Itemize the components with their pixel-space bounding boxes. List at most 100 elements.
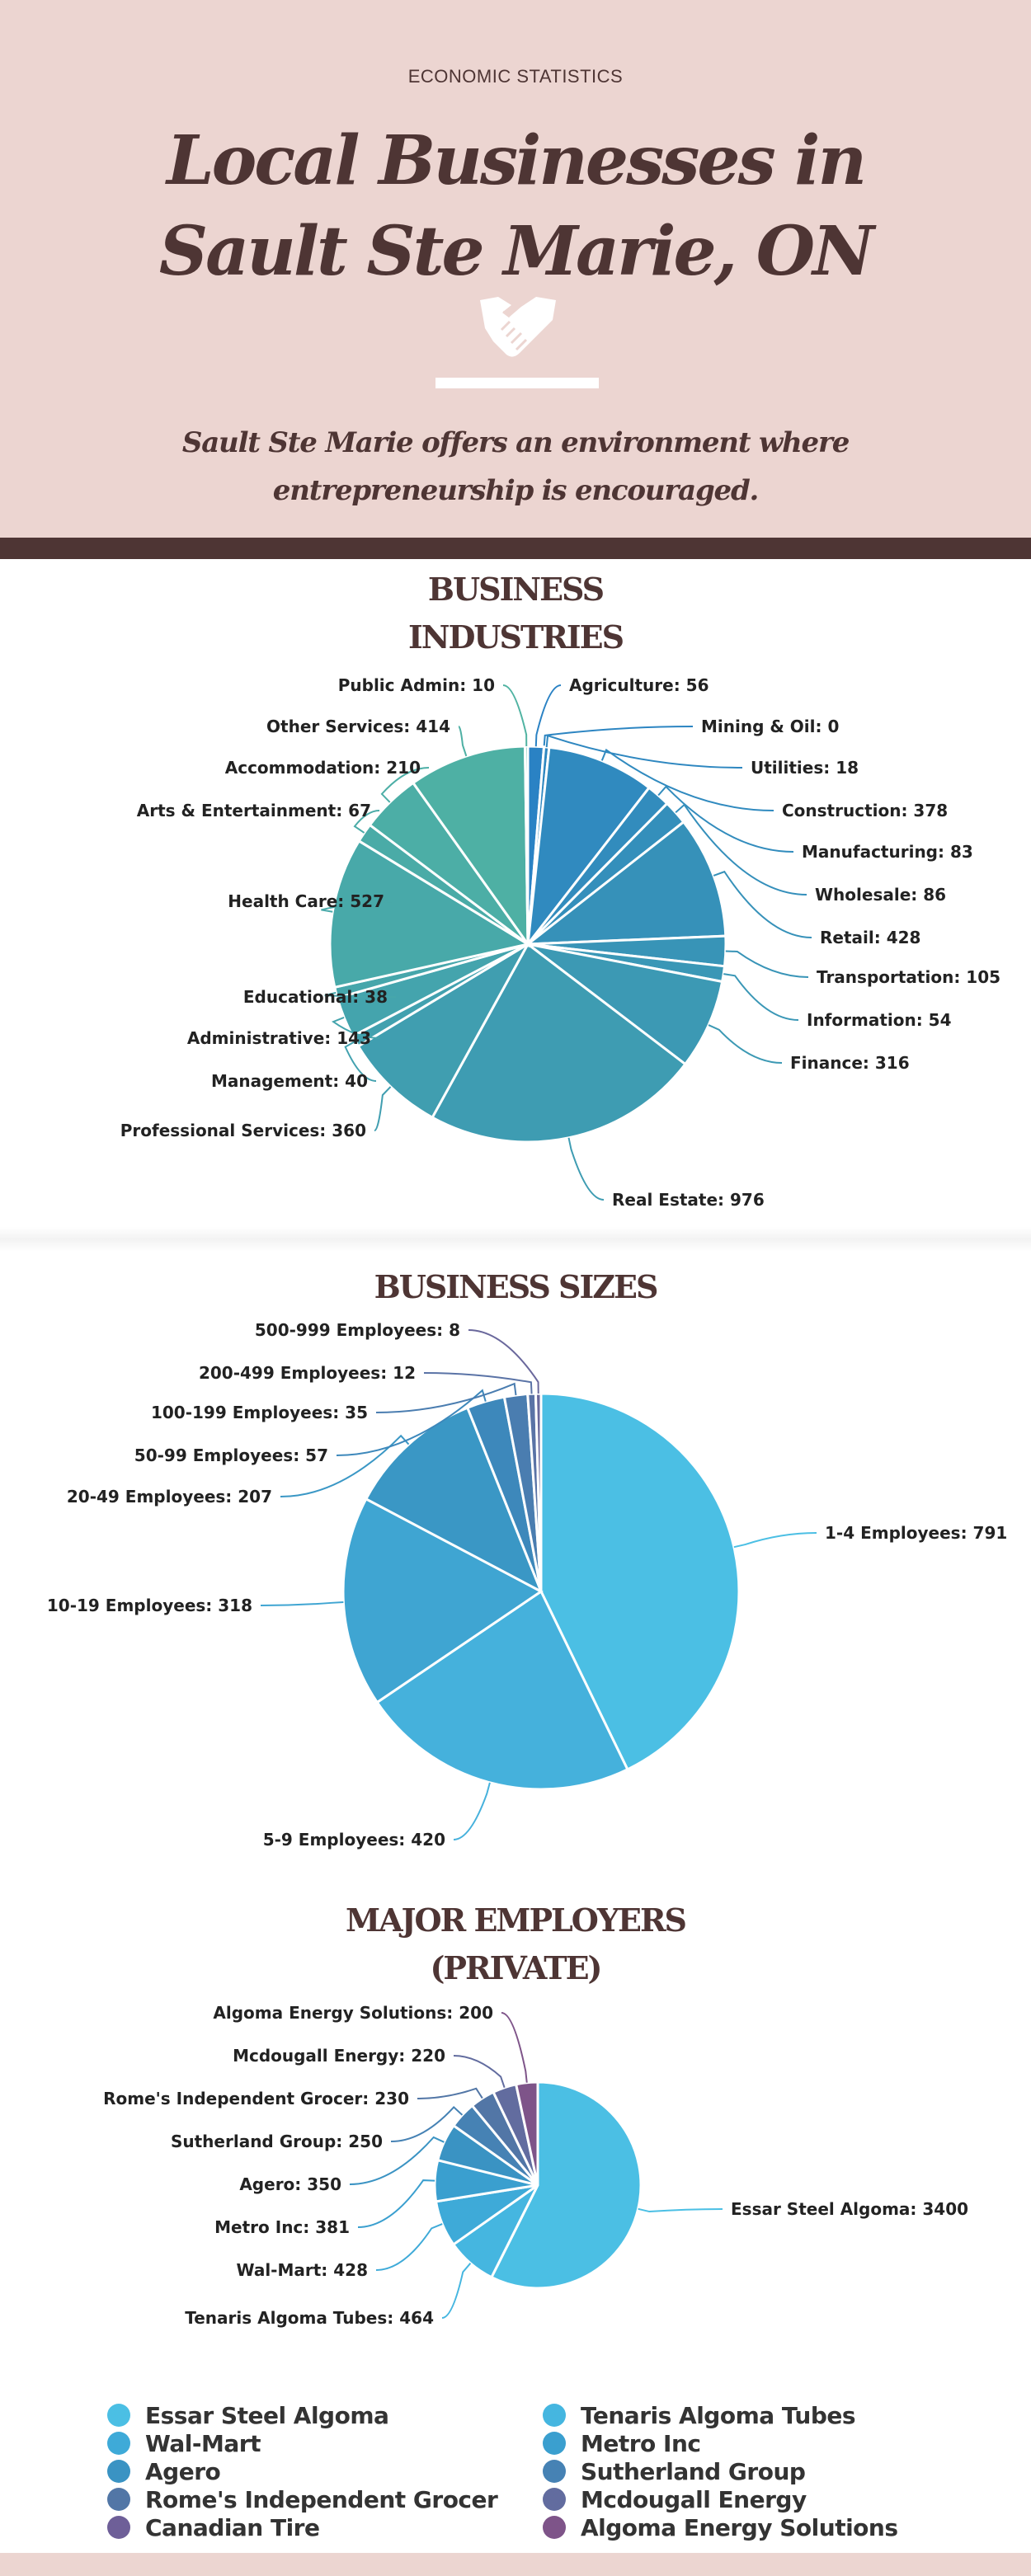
- leader-line: [713, 870, 812, 938]
- data-label-agero: Agero: 350: [239, 2174, 341, 2194]
- pie-slice-retail[interactable]: [524, 820, 727, 946]
- data-label-professional-services: Professional Services: 360: [120, 1121, 366, 1140]
- legend-item-rome-s-independent-grocer[interactable]: Rome's Independent Grocer: [107, 2485, 498, 2513]
- pie-slice-essar-steel-algoma[interactable]: [489, 2080, 643, 2290]
- legend-dot-icon: [543, 2460, 566, 2483]
- legend-item-mcdougall-energy[interactable]: Mcdougall Energy: [543, 2485, 807, 2513]
- pie-slice-other-services[interactable]: [411, 745, 530, 948]
- legend-label: Wal-Mart: [145, 2429, 261, 2457]
- legend-item-tenaris-algoma-tubes[interactable]: Tenaris Algoma Tubes: [543, 2401, 856, 2429]
- legend-item-algoma-energy-solutions[interactable]: Algoma Energy Solutions: [543, 2513, 898, 2541]
- leader-line: [600, 748, 774, 811]
- industries-title-line1: BUSINESS: [427, 571, 605, 608]
- legend-dot-icon: [107, 2432, 130, 2455]
- leader-line: [353, 810, 380, 834]
- page-title-line2: Sault Ste Marie, ON: [158, 212, 874, 291]
- legend-dot-icon: [543, 2432, 566, 2455]
- leader-line: [390, 2105, 464, 2142]
- pie-slice-health-care[interactable]: [328, 839, 531, 990]
- legend-label: Rome's Independent Grocer: [145, 2485, 498, 2513]
- leader-line: [733, 1532, 817, 1549]
- header-rule: [435, 378, 599, 388]
- legend-label: Metro Inc: [581, 2429, 701, 2457]
- pie-slice-professional-services[interactable]: [356, 940, 532, 1120]
- data-label-mcdougall-energy: Mcdougall Energy: 220: [233, 2046, 445, 2066]
- legend-item-agero[interactable]: Agero: [107, 2457, 221, 2485]
- pie-slice-10-19-employees[interactable]: [341, 1497, 544, 1704]
- leader-line: [567, 1137, 605, 1201]
- data-label-5-9-employees: 5-9 Employees: 420: [263, 1830, 445, 1850]
- data-label-50-99-employees: 50-99 Employees: 57: [134, 1445, 328, 1465]
- leader-line: [321, 900, 393, 913]
- legend-dot-icon: [107, 2404, 130, 2427]
- subtitle-line2: entrepreneurship is encouraged.: [272, 474, 760, 507]
- legend-item-wal-mart[interactable]: Wal-Mart: [107, 2429, 261, 2457]
- leader-line: [468, 1329, 539, 1394]
- leader-line: [344, 1040, 377, 1082]
- sizes-title: BUSINESS SIZES: [374, 1268, 659, 1305]
- subtitle-line1: Sault Ste Marie offers an environment wh…: [181, 426, 850, 459]
- leader-line: [375, 2223, 443, 2271]
- data-label-information: Information: 54: [807, 1010, 952, 1030]
- data-label-transportation: Transportation: 105: [817, 967, 1000, 987]
- leader-line: [534, 684, 562, 747]
- data-label-utilities: Utilities: 18: [751, 758, 859, 778]
- page-title-line1: Local Businesses in: [166, 121, 867, 200]
- pie-slice-real-estate[interactable]: [431, 942, 687, 1144]
- data-label-construction: Construction: 378: [782, 801, 948, 820]
- leader-line: [675, 803, 807, 895]
- data-label-real-estate: Real Estate: 976: [612, 1190, 765, 1210]
- legend-item-canadian-tire[interactable]: Canadian Tire: [107, 2513, 320, 2541]
- data-label-finance: Finance: 316: [790, 1053, 910, 1073]
- leader-line: [502, 684, 528, 747]
- industries-pie: Agriculture: 56 Mining & Oil: 0 Utilities:…: [120, 675, 1000, 1210]
- header-banner: [0, 0, 1031, 538]
- employers-title-line2: (PRIVATE): [430, 1949, 602, 1986]
- leader-line: [725, 950, 809, 978]
- legend-item-essar-steel-algoma[interactable]: Essar Steel Algoma: [107, 2401, 389, 2429]
- data-label-health-care: Health Care: 527: [228, 891, 384, 911]
- legend-dot-icon: [543, 2488, 566, 2511]
- data-label-10-19-employees: 10-19 Employees: 318: [47, 1596, 252, 1615]
- legend-label: Agero: [145, 2457, 221, 2485]
- data-label-administrative: Administrative: 143: [187, 1028, 371, 1048]
- data-label-sutherland-group: Sutherland Group: 250: [171, 2132, 383, 2151]
- legend-item-metro-inc[interactable]: Metro Inc: [543, 2429, 701, 2457]
- header-divider-band: [0, 538, 1031, 559]
- data-label-arts-entertainment: Arts & Entertainment: 67: [137, 801, 371, 820]
- legend-label: Mcdougall Energy: [581, 2485, 807, 2513]
- leader-line: [657, 785, 794, 853]
- pie-slice-finance[interactable]: [527, 942, 724, 1066]
- data-label-other-services: Other Services: 414: [266, 717, 450, 736]
- pie-slice-construction[interactable]: [525, 745, 652, 949]
- pie-slice-500-999-employees[interactable]: [534, 1392, 543, 1592]
- data-label-metro-inc: Metro Inc: 381: [214, 2217, 350, 2237]
- legend-dot-icon: [107, 2488, 130, 2511]
- pie-slice-public-admin[interactable]: [523, 745, 530, 945]
- leader-line: [423, 1372, 533, 1394]
- leader-line: [453, 2055, 506, 2089]
- leader-line: [545, 734, 743, 769]
- industries-title-line2: INDUSTRIES: [407, 618, 624, 656]
- data-label-public-admin: Public Admin: 10: [338, 675, 495, 695]
- section-separator: [0, 1227, 1031, 1252]
- leader-line: [708, 1024, 783, 1064]
- legend-label: Tenaris Algoma Tubes: [581, 2401, 856, 2429]
- leader-line: [331, 1016, 380, 1039]
- leader-line: [458, 726, 468, 757]
- pie-slice-20-49-employees[interactable]: [364, 1406, 544, 1595]
- data-label-accommodation: Accommodation: 210: [225, 758, 421, 778]
- data-label-mining-oil: Mining & Oil: 0: [701, 717, 839, 736]
- legend-item-sutherland-group[interactable]: Sutherland Group: [543, 2457, 806, 2485]
- legend-label: Sutherland Group: [581, 2457, 806, 2485]
- leader-line: [723, 973, 799, 1021]
- leader-line: [501, 2012, 528, 2083]
- leader-line: [260, 1601, 344, 1606]
- kicker: ECONOMIC STATISTICS: [407, 66, 624, 87]
- data-label-manufacturing: Manufacturing: 83: [802, 842, 973, 862]
- data-label-retail: Retail: 428: [820, 928, 920, 947]
- pie-slice-5-9-employees[interactable]: [375, 1589, 629, 1791]
- data-label-200-499-employees: 200-499 Employees: 12: [199, 1363, 416, 1383]
- legend-label: Essar Steel Algoma: [145, 2401, 389, 2429]
- data-label-educational: Educational: 38: [243, 987, 388, 1007]
